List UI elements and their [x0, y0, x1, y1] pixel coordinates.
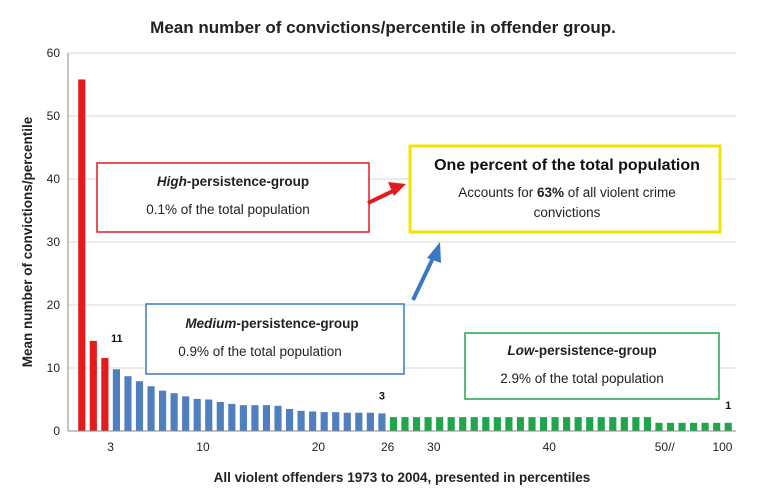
- x-tick-label: 3: [107, 440, 114, 454]
- low-persistence-box: Low-persistence-group 2.9% of the total …: [464, 332, 720, 400]
- x-tick-label: 10: [196, 440, 210, 454]
- medium-persistence-bar: [216, 402, 224, 431]
- low-persistence-bar: [632, 417, 640, 431]
- medium-persistence-bar: [112, 369, 120, 431]
- medium-persistence-bar: [147, 386, 155, 431]
- low-persistence-bar: [666, 422, 675, 431]
- medium-persistence-bar: [343, 412, 351, 431]
- low-persistence-bar: [470, 417, 478, 431]
- y-tick-label: 50: [47, 109, 61, 123]
- low-persistence-bar: [389, 417, 398, 431]
- low-persistence-bar: [609, 417, 617, 431]
- low-persistence-bar: [713, 422, 721, 431]
- medium-persistence-bar: [297, 410, 305, 431]
- medium-persistence-bar: [309, 411, 317, 431]
- y-axis-ticks: 0 10 20 30 40 50 60: [47, 46, 61, 438]
- low-persistence-bar: [493, 417, 501, 431]
- y-tick-label: 10: [47, 361, 61, 375]
- x-tick-label: 30: [427, 440, 441, 454]
- high-persistence-bar: [78, 79, 86, 432]
- medium-box-share: 0.9% of the total population: [178, 344, 342, 359]
- bar-data-labels: 11 3 1: [111, 333, 731, 412]
- medium-persistence-box: Medium-persistence-group 0.9% of the tot…: [145, 303, 405, 375]
- y-axis-label: Mean number of convictions/percentile: [20, 116, 35, 367]
- low-persistence-bar: [574, 417, 582, 431]
- red-arrow: [367, 182, 406, 205]
- bars: [78, 79, 732, 432]
- low-persistence-bar: [505, 417, 513, 431]
- high-persistence-box: High-persistence-group 0.1% of the total…: [96, 162, 370, 233]
- medium-persistence-bar: [135, 381, 144, 431]
- medium-persistence-bar: [378, 413, 386, 431]
- x-tick-label: 50//: [655, 440, 676, 454]
- x-tick-label: 26: [381, 440, 395, 454]
- highlight-box-line2: convictions: [534, 205, 601, 220]
- low-persistence-bar: [436, 417, 444, 431]
- medium-persistence-bar: [251, 405, 259, 431]
- medium-persistence-bar: [239, 405, 247, 431]
- bar-data-label: 1: [725, 400, 731, 412]
- bar-data-label: 3: [379, 390, 385, 402]
- low-persistence-bar: [528, 417, 536, 431]
- highlight-box-title: One percent of the total population: [434, 157, 700, 174]
- low-persistence-bar: [424, 417, 432, 431]
- low-persistence-bar: [690, 422, 698, 431]
- x-tick-label: 20: [312, 440, 326, 454]
- low-box-share: 2.9% of the total population: [500, 371, 664, 386]
- low-persistence-bar: [412, 417, 421, 431]
- medium-persistence-bar: [182, 396, 190, 431]
- high-persistence-bar: [101, 357, 109, 431]
- medium-persistence-bar: [205, 399, 213, 431]
- x-axis-label: All violent offenders 1973 to 2004, pres…: [214, 470, 591, 485]
- high-box-heading: High-persistence-group: [157, 174, 309, 189]
- low-persistence-bar: [678, 422, 686, 431]
- low-persistence-bar: [447, 417, 455, 431]
- medium-persistence-bar: [332, 412, 340, 431]
- bar-data-label: 11: [111, 333, 123, 345]
- low-persistence-bar: [643, 417, 651, 431]
- low-persistence-bar: [597, 417, 605, 431]
- low-persistence-bar: [539, 417, 548, 431]
- medium-persistence-bar: [170, 393, 178, 431]
- medium-persistence-bar: [262, 405, 271, 431]
- low-persistence-bar: [551, 417, 559, 431]
- y-tick-label: 20: [47, 298, 61, 312]
- low-persistence-bar: [724, 422, 732, 431]
- high-box-share: 0.1% of the total population: [146, 202, 310, 217]
- x-tick-label: 100: [712, 440, 732, 454]
- low-persistence-bar: [459, 417, 467, 431]
- y-tick-label: 40: [47, 172, 61, 186]
- medium-persistence-bar: [355, 412, 363, 431]
- medium-persistence-bar: [274, 405, 282, 431]
- medium-persistence-bar: [366, 412, 374, 431]
- low-box-heading: Low-persistence-group: [507, 343, 656, 358]
- medium-box-heading: Medium-persistence-group: [185, 316, 358, 331]
- x-tick-label: 40: [543, 440, 557, 454]
- blue-arrow: [411, 242, 441, 301]
- low-persistence-bar: [701, 422, 709, 431]
- y-tick-label: 30: [47, 235, 61, 249]
- low-persistence-bar: [401, 417, 409, 431]
- medium-persistence-bar: [285, 408, 294, 431]
- highlight-box-line1: Accounts for 63% of all violent crime: [458, 185, 676, 200]
- medium-persistence-bar: [228, 403, 236, 431]
- medium-persistence-bar: [320, 412, 328, 431]
- low-persistence-bar: [482, 417, 490, 431]
- x-axis-ticks: 3 10 20 26 30 40 50// 100: [107, 440, 733, 454]
- y-tick-label: 60: [47, 46, 61, 60]
- y-tick-label: 0: [53, 424, 60, 438]
- highlight-box: One percent of the total population Acco…: [408, 144, 722, 234]
- high-persistence-bar: [89, 340, 97, 431]
- low-persistence-bar: [516, 417, 525, 431]
- low-persistence-bar: [620, 417, 628, 431]
- medium-persistence-bar: [159, 390, 167, 431]
- low-persistence-bar: [563, 417, 571, 431]
- medium-persistence-bar: [124, 376, 132, 431]
- medium-persistence-bar: [193, 398, 201, 431]
- chart-title: Mean number of convictions/percentile in…: [150, 18, 616, 37]
- low-persistence-bar: [655, 422, 663, 431]
- low-persistence-bar: [586, 417, 594, 431]
